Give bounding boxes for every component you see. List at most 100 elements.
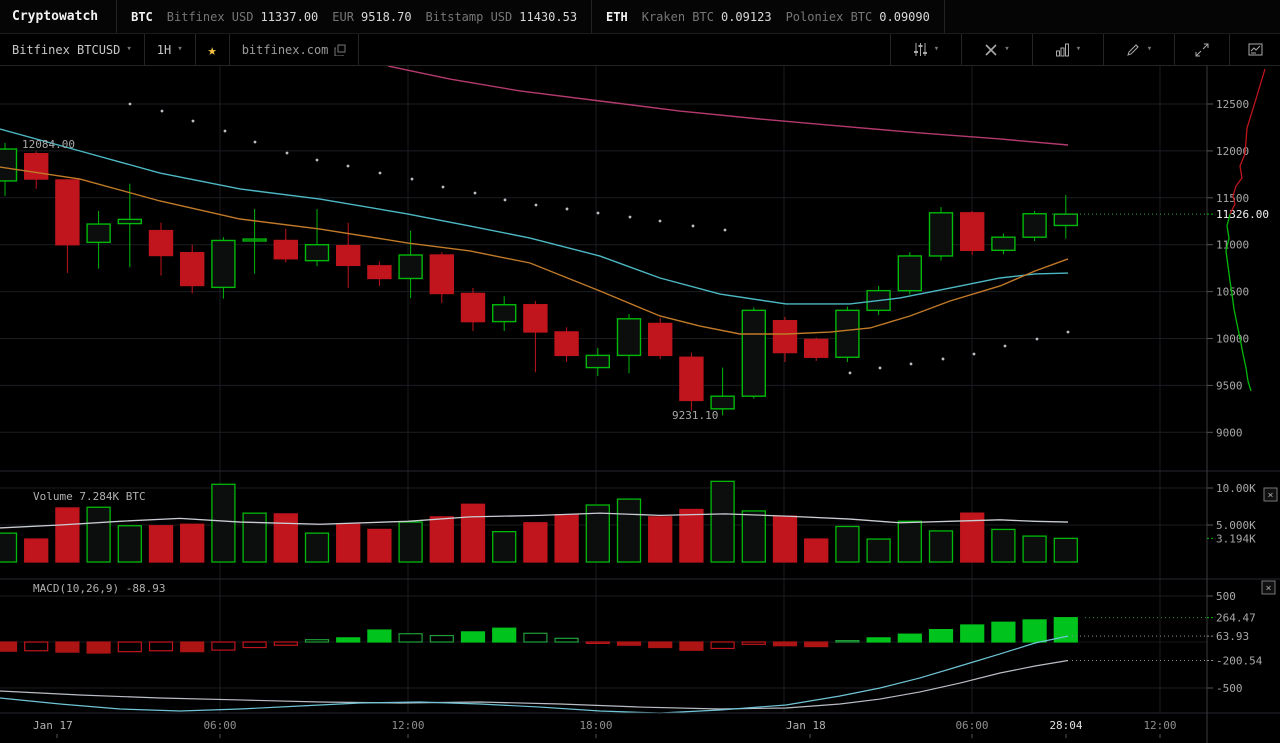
chevron-down-icon: ▾ bbox=[933, 44, 940, 54]
candle-body[interactable] bbox=[0, 148, 18, 182]
candle-body[interactable] bbox=[1053, 213, 1079, 227]
candle-body[interactable] bbox=[429, 254, 454, 295]
volume-bar[interactable] bbox=[180, 523, 205, 563]
volume-bar[interactable] bbox=[585, 504, 610, 563]
ma-orange-line bbox=[0, 166, 1069, 335]
macd-histogram-bar bbox=[460, 631, 486, 643]
candle-body[interactable] bbox=[991, 236, 1016, 252]
indicators-button[interactable]: ▾ bbox=[1033, 34, 1104, 65]
volume-bar[interactable] bbox=[429, 516, 454, 563]
candle-body[interactable] bbox=[367, 265, 392, 280]
candle-body[interactable] bbox=[148, 229, 174, 257]
ticker-quote[interactable]: Bitfinex USD 11337.00 bbox=[166, 9, 319, 24]
favorite-star-button[interactable]: ★ bbox=[196, 34, 230, 65]
candle-body[interactable] bbox=[928, 212, 954, 257]
candle-settings-icon bbox=[913, 42, 928, 57]
candle-body[interactable] bbox=[648, 322, 673, 357]
volume-bar[interactable] bbox=[1022, 535, 1047, 563]
candle-body[interactable] bbox=[117, 218, 143, 225]
volume-bar[interactable] bbox=[1053, 537, 1078, 563]
volume-bar[interactable] bbox=[367, 528, 392, 563]
volume-bar[interactable] bbox=[148, 525, 174, 563]
volume-bar[interactable] bbox=[117, 525, 142, 563]
candle-body[interactable] bbox=[804, 338, 829, 358]
sar-dot bbox=[160, 109, 164, 113]
volume-bar[interactable] bbox=[460, 503, 486, 563]
volume-bar[interactable] bbox=[304, 532, 330, 563]
draw-button[interactable]: ▾ bbox=[1104, 34, 1175, 65]
market-selector[interactable]: Bitfinex BTCUSD ▾ bbox=[0, 34, 145, 65]
candle-body[interactable] bbox=[772, 319, 798, 354]
ticker-quote[interactable]: Kraken BTC 0.09123 bbox=[641, 9, 772, 24]
volume-axis-label: 5.000K bbox=[1216, 519, 1256, 532]
volume-bar[interactable] bbox=[55, 507, 80, 563]
close-volume-button[interactable] bbox=[1263, 487, 1278, 502]
candle-body[interactable] bbox=[242, 238, 267, 242]
volume-bar[interactable] bbox=[679, 508, 704, 563]
volume-bar[interactable] bbox=[772, 515, 798, 563]
volume-bar[interactable] bbox=[24, 538, 49, 563]
volume-bar[interactable] bbox=[710, 480, 735, 563]
volume-bar[interactable] bbox=[741, 510, 766, 563]
volume-bar[interactable] bbox=[523, 522, 548, 563]
candle-body[interactable] bbox=[523, 304, 548, 333]
candle-body[interactable] bbox=[24, 153, 49, 180]
volume-bar[interactable] bbox=[242, 512, 267, 563]
volume-bar[interactable] bbox=[0, 532, 18, 563]
candle-body[interactable] bbox=[336, 244, 361, 267]
candle-body[interactable] bbox=[460, 292, 486, 323]
fullscreen-button[interactable] bbox=[1175, 34, 1230, 65]
volume-bar[interactable] bbox=[835, 525, 860, 563]
candle-body[interactable] bbox=[179, 251, 205, 287]
candle-body[interactable] bbox=[86, 223, 111, 244]
ticker-quote[interactable]: Bitstamp USD 11430.53 bbox=[425, 9, 578, 24]
candle-body[interactable] bbox=[710, 395, 735, 410]
candle-body[interactable] bbox=[304, 243, 330, 262]
volume-bar[interactable] bbox=[804, 538, 829, 563]
candle-body[interactable] bbox=[492, 304, 517, 323]
volume-bar[interactable] bbox=[554, 513, 579, 563]
panel-toggle-button[interactable] bbox=[1230, 34, 1280, 65]
candle-body[interactable] bbox=[273, 239, 298, 260]
candle-body[interactable] bbox=[211, 239, 236, 289]
candle-body[interactable] bbox=[616, 318, 642, 357]
volume-bar[interactable] bbox=[211, 483, 236, 563]
candle-body[interactable] bbox=[897, 255, 922, 292]
candle-body[interactable] bbox=[55, 179, 80, 246]
timeframe-selector[interactable]: 1H ▾ bbox=[145, 34, 196, 65]
chart-area[interactable]: 12084.00 9231.10 Volume 7.284K BTC MACD(10,… bbox=[0, 65, 1280, 743]
sar-dot bbox=[346, 164, 350, 168]
volume-bar[interactable] bbox=[991, 528, 1016, 563]
candle-body[interactable] bbox=[585, 354, 610, 369]
ticker-quote[interactable]: EUR 9518.70 bbox=[332, 9, 412, 24]
volume-bar[interactable] bbox=[336, 523, 361, 563]
candle-body[interactable] bbox=[835, 309, 860, 358]
candle-style-button[interactable]: ▾ bbox=[890, 34, 962, 65]
expand-icon bbox=[1195, 43, 1209, 57]
volume-bar[interactable] bbox=[616, 498, 642, 563]
sar-dot bbox=[315, 158, 319, 162]
candle-body[interactable] bbox=[741, 309, 766, 397]
toolbar-spacer bbox=[359, 34, 890, 65]
volume-bar[interactable] bbox=[897, 520, 922, 563]
volume-bar[interactable] bbox=[86, 506, 111, 563]
volume-bar[interactable] bbox=[273, 513, 298, 563]
app-logo[interactable]: Cryptowatch bbox=[12, 9, 99, 24]
close-macd-button[interactable] bbox=[1261, 580, 1276, 595]
volume-bar[interactable] bbox=[960, 512, 985, 563]
volume-bar[interactable] bbox=[492, 531, 517, 563]
price-chart-svg[interactable]: 12084.00 9231.10 Volume 7.284K BTC MACD(10,… bbox=[0, 65, 1280, 743]
volume-bar[interactable] bbox=[866, 538, 891, 563]
candle-body[interactable] bbox=[960, 212, 985, 252]
ticker-quote[interactable]: Poloniex BTC 0.09090 bbox=[785, 9, 930, 24]
price-axis-label: 9000 bbox=[1216, 426, 1243, 439]
candle-body[interactable] bbox=[554, 331, 579, 357]
candle-body[interactable] bbox=[1022, 213, 1047, 238]
exchange-link[interactable]: bitfinex.com bbox=[230, 34, 360, 65]
volume-bar[interactable] bbox=[648, 516, 673, 563]
compare-button[interactable]: ▾ bbox=[962, 34, 1033, 65]
volume-bar[interactable] bbox=[398, 521, 423, 563]
candle-body[interactable] bbox=[679, 356, 704, 402]
volume-bar[interactable] bbox=[928, 530, 954, 563]
candle-body[interactable] bbox=[398, 254, 423, 280]
